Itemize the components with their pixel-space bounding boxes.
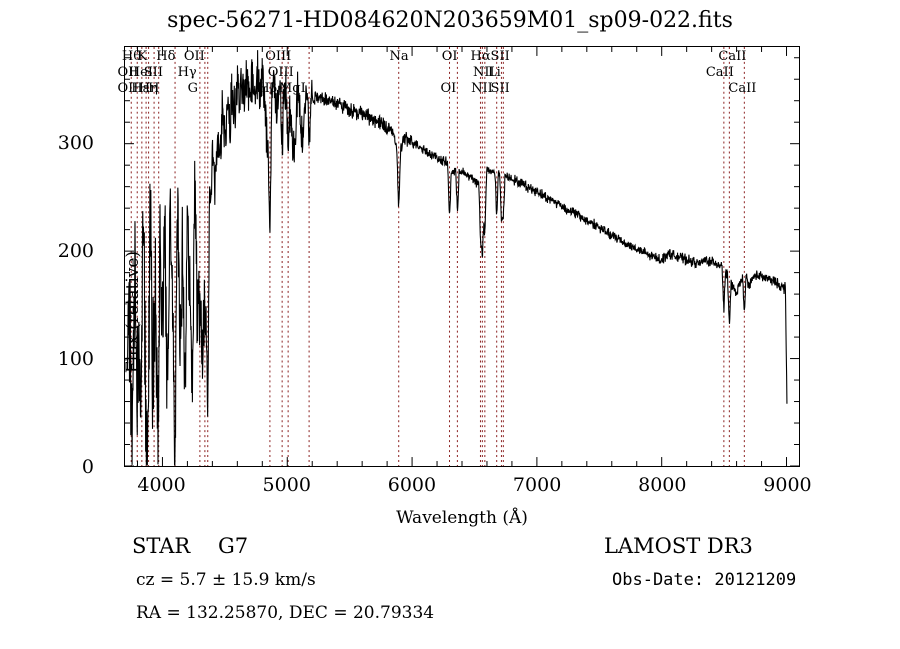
y-tick-label: 100 — [57, 348, 94, 371]
line-id-label: H — [148, 81, 160, 96]
page-title: spec-56271-HD084620N203659M01_sp09-022.f… — [167, 8, 733, 33]
line-id-label: SII — [490, 49, 510, 64]
line-id-label: SII — [490, 81, 510, 96]
x-tick-label: 8000 — [638, 474, 687, 496]
y-tick-label: 300 — [57, 132, 94, 155]
line-id-label: CaII — [718, 49, 747, 64]
line-id-label: OI — [440, 81, 457, 96]
y-tick-label: 200 — [57, 240, 94, 263]
line-id-label: Hη — [138, 81, 158, 96]
line-id-label: Na — [389, 49, 409, 64]
line-id-label: Li — [488, 65, 501, 80]
x-tick-label: 4000 — [137, 474, 186, 496]
line-id-label: K — [137, 49, 148, 64]
line-id-label: Hδ — [156, 49, 176, 64]
y-tick-label: 0 — [81, 456, 94, 478]
line-id-label: CaII — [705, 65, 734, 80]
x-tick-label: 5000 — [262, 474, 311, 496]
line-id-label: Hβ — [258, 81, 278, 96]
line-id-label: OII — [117, 81, 139, 96]
line-id-label: Hγ — [177, 65, 197, 80]
line-id-label: OII — [117, 65, 139, 80]
x-tick-label: 7000 — [512, 474, 562, 496]
line-id-label: OII — [183, 49, 205, 64]
line-id-label: OIII — [265, 49, 292, 64]
line-id-label: Hθ — [121, 49, 142, 64]
footer-spectral-class: G7 — [218, 534, 249, 558]
footer-coords: RA = 132.25870, DEC = 20.79334 — [136, 603, 435, 623]
footer-cz: cz = 5.7 ± 15.9 km/s — [136, 570, 316, 590]
spectrum-svg — [125, 47, 799, 466]
line-id-label: OI — [441, 49, 458, 64]
x-axis-title: Wavelength (Å) — [396, 508, 528, 528]
line-id-label: OIII — [267, 65, 294, 80]
line-id-label: Hα — [470, 49, 491, 64]
footer-survey: LAMOST DR3 — [604, 534, 753, 558]
line-id-label: Hε — [131, 81, 150, 96]
footer-obs-date: Obs-Date: 20121209 — [612, 570, 797, 590]
x-tick-label: 9000 — [763, 474, 812, 496]
line-id-label: CaII — [728, 81, 757, 96]
line-id-label: NII — [471, 81, 493, 96]
line-id-label: NII — [473, 65, 495, 80]
line-id-label: G — [187, 81, 198, 96]
line-id-label: HeI — [128, 65, 153, 80]
line-id-label: SII — [143, 65, 163, 80]
x-tick-label: 6000 — [387, 474, 437, 496]
line-id-label: MgI — [278, 81, 306, 96]
footer-object-type: STAR — [132, 534, 191, 558]
plot-area — [124, 46, 800, 467]
